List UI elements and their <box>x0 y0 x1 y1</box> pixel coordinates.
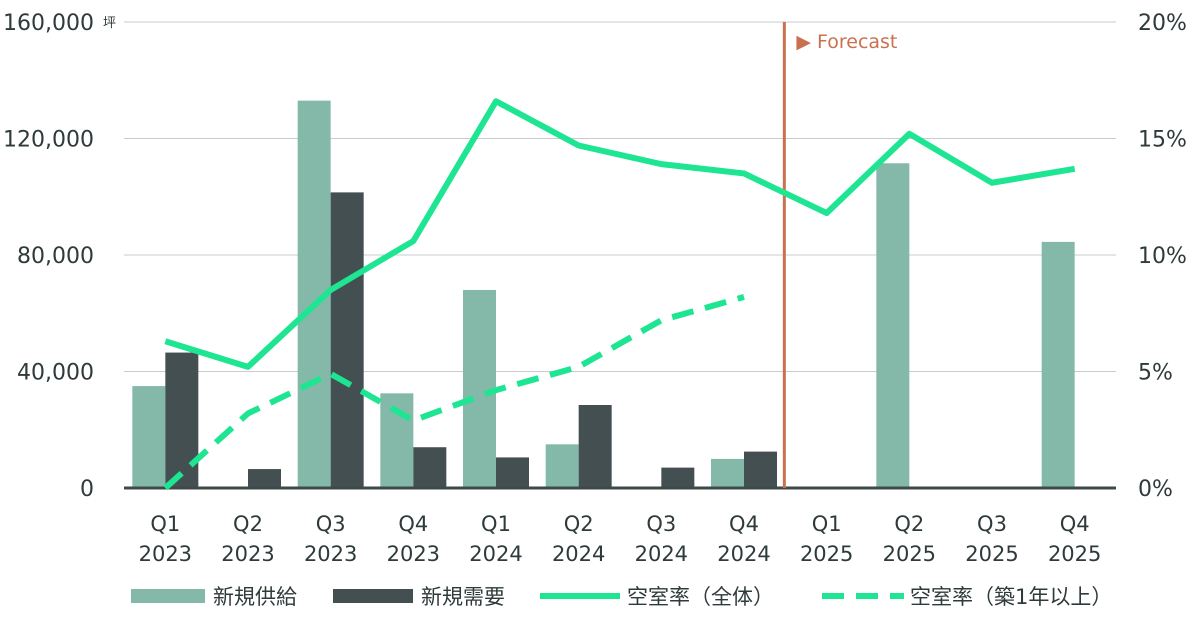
x-tick-year: 2025 <box>1048 542 1101 566</box>
x-tick-quarter: Q3 <box>646 512 676 536</box>
left-tick-label: 120,000 <box>3 128 94 153</box>
legend-label: 新規供給 <box>213 585 297 609</box>
forecast-marker: ▶ Forecast <box>782 22 897 488</box>
x-axis: Q1 2023 Q2 2023 Q3 2023 Q4 2023 Q1 2024 Q2 2024 Q3 20… <box>139 512 1102 566</box>
x-tick-year: 2024 <box>717 542 770 566</box>
bar-demand <box>744 451 777 488</box>
right-tick-label: 5% <box>1138 361 1173 386</box>
bar-demand <box>413 447 447 488</box>
legend-swatch-supply <box>131 589 205 603</box>
bar-demand <box>661 467 695 488</box>
x-tick-year: 2024 <box>552 542 605 566</box>
left-tick-label: 80,000 <box>17 244 94 269</box>
x-tick-quarter: Q1 <box>150 512 180 536</box>
bar-supply <box>132 386 166 488</box>
x-tick-quarter: Q4 <box>398 512 428 536</box>
bar-supply <box>1041 241 1075 488</box>
left-tick-label: 160,000 <box>3 11 94 36</box>
bar-demand <box>330 192 364 488</box>
bar-demand <box>578 404 612 488</box>
gridlines <box>124 21 1116 372</box>
bar-supply <box>876 163 910 488</box>
right-tick-label: 0% <box>1138 477 1173 502</box>
legend-label: 新規需要 <box>421 585 505 609</box>
x-tick-year: 2023 <box>139 542 192 566</box>
x-tick-quarter: Q2 <box>233 512 263 536</box>
forecast-label: ▶ Forecast <box>796 31 897 53</box>
right-tick-label: 15% <box>1138 128 1187 153</box>
bar-demand <box>165 352 199 488</box>
bars <box>132 100 1075 488</box>
lines <box>163 98 1076 491</box>
right-axis: 0% 5% 10% 15% 20% <box>1138 11 1187 502</box>
x-tick-year: 2025 <box>965 542 1018 566</box>
left-axis-unit: 坪 <box>103 16 116 31</box>
bar-supply <box>545 444 579 488</box>
x-tick-quarter: Q2 <box>564 512 594 536</box>
line-vacancy-total <box>164 98 1076 370</box>
legend-swatch-demand <box>333 589 413 603</box>
x-tick-quarter: Q2 <box>894 512 924 536</box>
x-tick-year: 2025 <box>883 542 936 566</box>
x-tick-year: 2023 <box>304 542 357 566</box>
x-tick-year: 2024 <box>635 542 688 566</box>
x-tick-year: 2023 <box>387 542 440 566</box>
x-tick-quarter: Q4 <box>1060 512 1090 536</box>
x-tick-quarter: Q4 <box>729 512 759 536</box>
x-tick-year: 2023 <box>221 542 274 566</box>
legend-label: 空室率（築1年以上） <box>910 585 1112 609</box>
x-tick-quarter: Q3 <box>316 512 346 536</box>
left-tick-label: 40,000 <box>17 361 94 386</box>
bar-supply <box>711 458 744 488</box>
left-tick-label: 0 <box>80 477 94 502</box>
x-tick-quarter: Q3 <box>977 512 1007 536</box>
x-tick-year: 2024 <box>469 542 522 566</box>
legend-label: 空室率（全体） <box>627 585 774 609</box>
legend: 新規供給 新規需要 空室率（全体） 空室率（築1年以上） <box>131 585 1112 609</box>
bar-demand <box>248 469 281 488</box>
right-tick-label: 10% <box>1138 244 1187 269</box>
bar-supply <box>380 393 414 488</box>
x-tick-year: 2025 <box>800 542 853 566</box>
left-axis: 坪 0 40,000 80,000 120,000 160,000 <box>3 11 116 502</box>
line-vacancy-1yr <box>163 294 745 491</box>
right-tick-label: 20% <box>1138 11 1187 36</box>
x-tick-quarter: Q1 <box>812 512 842 536</box>
x-tick-quarter: Q1 <box>481 512 511 536</box>
bar-demand <box>496 457 529 488</box>
